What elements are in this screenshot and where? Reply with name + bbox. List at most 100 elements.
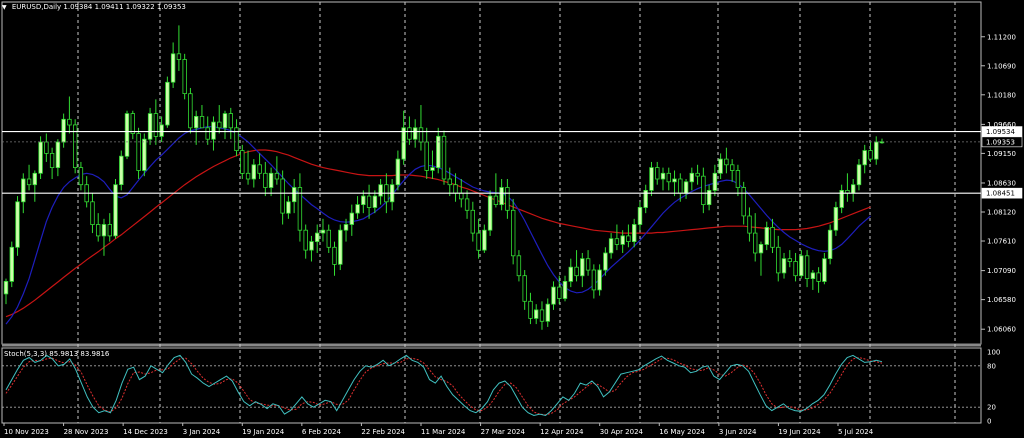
- candle-body: [309, 241, 314, 251]
- price-tick-label: 1.08630: [987, 179, 1016, 187]
- candle-body: [493, 195, 499, 206]
- chart-header: ▼ EURUSD,Daily 1.09384 1.09411 1.09322 1…: [2, 3, 186, 11]
- candle-body: [603, 252, 608, 271]
- ohlc-values: 1.09384 1.09411 1.09322 1.09353: [63, 3, 186, 11]
- candle-body: [401, 127, 406, 160]
- candle-body: [205, 127, 210, 140]
- candle-body: [637, 206, 643, 225]
- candle-body: [614, 238, 620, 245]
- candle-body: [833, 206, 839, 231]
- candle-body: [678, 178, 683, 194]
- candle-body: [222, 113, 228, 129]
- candle-body: [643, 189, 648, 208]
- price-axis: 1.11200 1.10690 1.10180 1.09660 1.09150 1.086…: [981, 33, 1016, 334]
- candle-body: [689, 172, 694, 183]
- candle-body: [776, 246, 781, 274]
- time-tick-label: 6 Feb 2024: [302, 428, 342, 436]
- candle-body: [487, 195, 493, 231]
- candle-body: [534, 309, 539, 319]
- time-tick-label: 3 Jun 2024: [719, 428, 757, 436]
- candle-body: [822, 258, 827, 282]
- candle-body: [165, 81, 170, 126]
- price-tick-label: 1.09660: [987, 121, 1016, 129]
- candle-body: [338, 229, 343, 265]
- horizontal-lines[interactable]: [2, 130, 981, 194]
- candle-body: [349, 212, 354, 225]
- candle-body: [280, 178, 285, 214]
- stoch-main-line: [5, 354, 883, 417]
- candle-body: [862, 150, 867, 166]
- price-tick-label: 1.09150: [987, 150, 1016, 158]
- candle-body: [395, 158, 401, 186]
- candle-body: [804, 255, 810, 280]
- candle-body: [38, 141, 43, 174]
- candle-body: [147, 113, 153, 140]
- candle-body: [211, 121, 216, 140]
- candle-body: [666, 172, 671, 183]
- candle-body: [418, 127, 424, 143]
- candle-body: [113, 184, 118, 237]
- time-tick-label: 12 Apr 2024: [540, 428, 584, 436]
- candle-body: [217, 121, 222, 129]
- candle-body: [303, 229, 308, 251]
- candle-body: [3, 280, 9, 295]
- candle-body: [568, 266, 573, 282]
- hline-lower-price-label: 1.08451: [986, 190, 1015, 198]
- candle-body: [430, 167, 435, 171]
- price-tick-label: 1.06580: [987, 296, 1016, 304]
- candle-body: [119, 155, 124, 185]
- candle-body: [142, 138, 147, 171]
- candle-body: [562, 280, 568, 299]
- candle-body: [747, 215, 752, 234]
- candle-body: [101, 224, 107, 237]
- price-tick-label: 1.07090: [987, 267, 1016, 275]
- stoch-tick-label: 100: [987, 349, 1000, 357]
- candle-body: [326, 229, 331, 248]
- candle-body: [61, 118, 66, 143]
- time-tick-label: 19 Jun 2024: [778, 428, 821, 436]
- candle-body: [608, 238, 614, 254]
- stochastic-pane: [2, 354, 981, 417]
- candle-body: [372, 195, 378, 208]
- candle-body: [482, 229, 487, 251]
- stoch-tick-label: 20: [987, 404, 996, 412]
- candle-body: [810, 272, 816, 279]
- candle-body: [320, 229, 326, 234]
- main-pane-frame: [1, 1, 982, 345]
- price-tick-label: 1.06060: [987, 326, 1016, 334]
- candle-body: [441, 135, 447, 180]
- candle-body: [516, 255, 522, 277]
- candle-body: [343, 224, 349, 231]
- time-tick-label: 5 Jul 2024: [838, 428, 874, 436]
- candle-body: [816, 272, 821, 282]
- candle-body: [839, 189, 844, 208]
- time-tick-label: 3 Jan 2024: [183, 428, 221, 436]
- time-tick-label: 19 Jan 2024: [242, 428, 285, 436]
- candle-body: [574, 266, 579, 277]
- candle-body: [753, 232, 758, 254]
- candle-body: [649, 167, 654, 191]
- time-tick-label: 30 Apr 2024: [600, 428, 644, 436]
- price-tick-label: 1.11200: [987, 33, 1016, 41]
- candle-body: [124, 113, 130, 157]
- candle-body: [701, 175, 706, 205]
- candle-body: [464, 198, 470, 211]
- candle-body: [626, 235, 631, 242]
- dropdown-triangle-icon[interactable]: ▼: [2, 4, 7, 11]
- candle-body: [378, 184, 383, 197]
- candle-body: [580, 258, 585, 277]
- candle-body: [257, 164, 262, 174]
- candle-body: [799, 255, 804, 277]
- stoch-tick-label: 0: [987, 418, 991, 426]
- candle-body: [297, 187, 303, 231]
- candle-body: [412, 127, 418, 140]
- price-tick-label: 1.08120: [987, 209, 1016, 217]
- candle-body: [193, 116, 199, 129]
- candle-body: [332, 246, 337, 265]
- candle-body: [827, 229, 833, 259]
- time-tick-label: 22 Feb 2024: [361, 428, 405, 436]
- candle-body: [476, 232, 481, 251]
- candle-body: [245, 172, 251, 180]
- candle-body: [620, 235, 625, 245]
